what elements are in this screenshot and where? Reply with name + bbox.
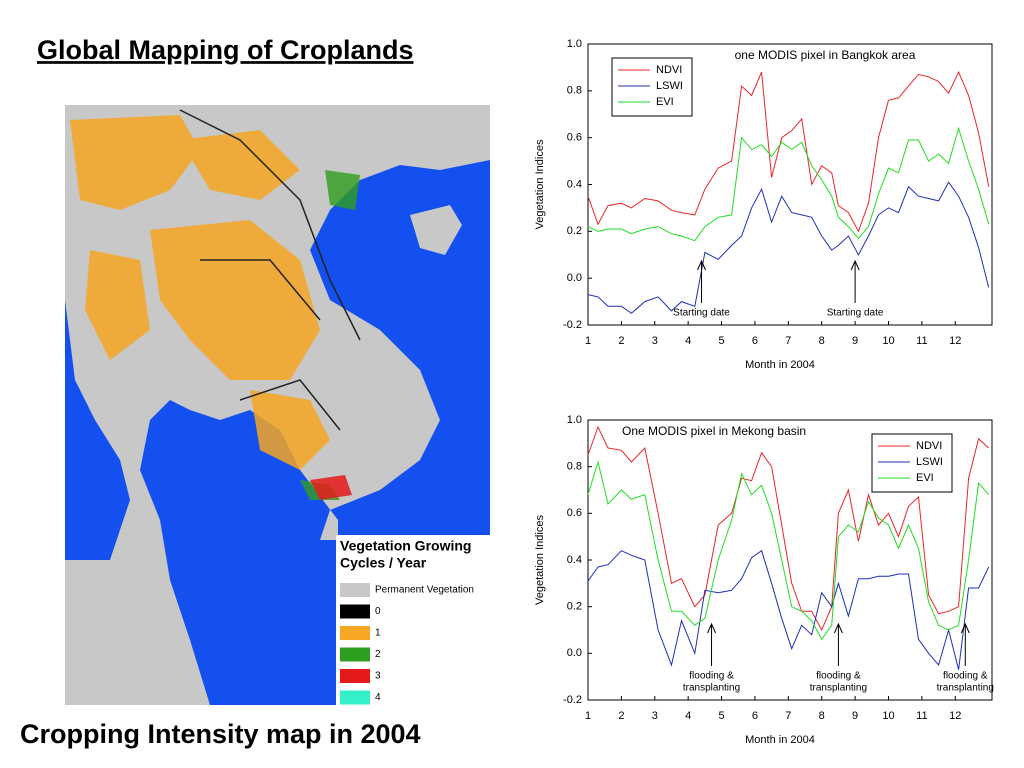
chart-title: one MODIS pixel in Bangkok area: [735, 48, 916, 62]
chart-title: One MODIS pixel in Mekong basin: [622, 424, 806, 438]
slide-caption: Cropping Intensity map in 2004: [20, 719, 421, 749]
annotation-arrowhead: [960, 622, 970, 634]
y-axis-label: Vegetation Indices: [534, 139, 546, 229]
x-axis-label: Month in 2004: [745, 359, 815, 371]
annotation-arrowhead: [850, 259, 860, 271]
x-tick-label: 7: [785, 710, 791, 722]
y-tick-label: 0.8: [567, 461, 582, 473]
annotation-text: transplanting: [810, 683, 867, 694]
x-tick-label: 1: [585, 335, 591, 347]
x-tick-label: 12: [949, 710, 961, 722]
series-line: [587, 126, 990, 242]
map-triple-crop: [310, 475, 352, 500]
legend-label: LSWI: [916, 456, 943, 468]
y-tick-label: 0.0: [567, 272, 582, 284]
y-tick-label: 0.4: [567, 554, 582, 566]
x-tick-label: 2: [618, 335, 624, 347]
series-line: [587, 549, 990, 670]
x-tick-label: 11: [916, 335, 927, 347]
map-legend-label: 0: [375, 606, 381, 617]
annotation-arrowhead: [833, 622, 843, 634]
x-tick-label: 6: [752, 710, 758, 722]
legend-label: NDVI: [656, 64, 682, 76]
y-tick-label: 1.0: [567, 414, 582, 426]
legend-label: NDVI: [916, 440, 942, 452]
slide-title: Global Mapping of Croplands: [37, 35, 413, 65]
map-cropland: [70, 115, 330, 470]
x-axis-label: Month in 2004: [745, 734, 815, 746]
map: [65, 105, 490, 705]
y-tick-label: 0.4: [567, 178, 582, 190]
x-tick-label: 1: [585, 710, 591, 722]
y-tick-label: -0.2: [563, 319, 582, 331]
x-tick-label: 9: [852, 710, 858, 722]
map-legend-swatch: [340, 626, 370, 640]
map-legend-swatch: [340, 647, 370, 662]
x-tick-label: 8: [819, 710, 825, 722]
y-tick-label: 0.6: [567, 507, 582, 519]
map-legend-label: 3: [375, 671, 381, 682]
annotation-text: Starting date: [673, 308, 730, 319]
x-tick-label: 11: [916, 710, 927, 722]
x-tick-label: 4: [685, 710, 691, 722]
y-tick-label: 1.0: [567, 38, 582, 50]
annotation-text: flooding &: [689, 671, 734, 682]
annotation-text: transplanting: [683, 683, 740, 694]
x-tick-label: 10: [882, 710, 894, 722]
y-tick-label: 0.2: [567, 225, 582, 237]
map-legend-label: Permanent Vegetation: [375, 585, 474, 596]
series-line: [587, 460, 990, 641]
y-axis-label: Vegetation Indices: [534, 515, 546, 605]
y-tick-label: -0.2: [563, 694, 582, 706]
annotation-arrowhead: [697, 259, 706, 271]
series-line: [587, 181, 990, 314]
map-island: [410, 205, 462, 255]
map-legend-swatch: [340, 604, 370, 619]
annotation-arrowhead: [707, 622, 716, 634]
map-legend-swatch: [340, 583, 370, 597]
map-legend-label: 4: [375, 692, 381, 703]
legend-label: EVI: [656, 96, 674, 108]
y-tick-label: 0.8: [567, 85, 582, 97]
y-tick-label: 0.2: [567, 601, 582, 613]
x-tick-label: 6: [752, 335, 758, 347]
map-legend-swatch: [340, 690, 370, 705]
x-tick-label: 5: [718, 710, 724, 722]
annotation-text: flooding &: [943, 671, 988, 682]
x-tick-label: 8: [819, 335, 825, 347]
x-tick-label: 7: [785, 335, 791, 347]
x-tick-label: 2: [618, 710, 624, 722]
x-tick-label: 4: [685, 335, 691, 347]
x-tick-label: 3: [652, 335, 658, 347]
y-tick-label: 0.6: [567, 132, 582, 144]
legend-box: [871, 433, 953, 493]
legend-label: EVI: [916, 472, 934, 484]
x-tick-label: 3: [652, 710, 658, 722]
x-tick-label: 9: [852, 335, 858, 347]
y-tick-label: 0.0: [567, 647, 582, 659]
map-legend-label: 2: [375, 649, 381, 660]
map-legend-title: Cycles / Year: [340, 555, 427, 571]
series-line: [587, 70, 990, 233]
legend-box: [611, 57, 693, 117]
x-tick-label: 5: [718, 335, 724, 347]
map-borders: [179, 109, 361, 431]
annotation-text: flooding &: [816, 671, 861, 682]
map-legend-label: 1: [375, 628, 381, 639]
map-legend-title: Vegetation Growing: [340, 538, 471, 554]
legend-label: LSWI: [656, 80, 683, 92]
x-tick-label: 10: [882, 335, 894, 347]
map-double-crop: [300, 170, 360, 500]
annotation-text: Starting date: [827, 308, 884, 319]
map-legend-swatch: [340, 669, 370, 683]
x-tick-label: 12: [949, 335, 961, 347]
annotation-text: transplanting: [937, 683, 994, 694]
